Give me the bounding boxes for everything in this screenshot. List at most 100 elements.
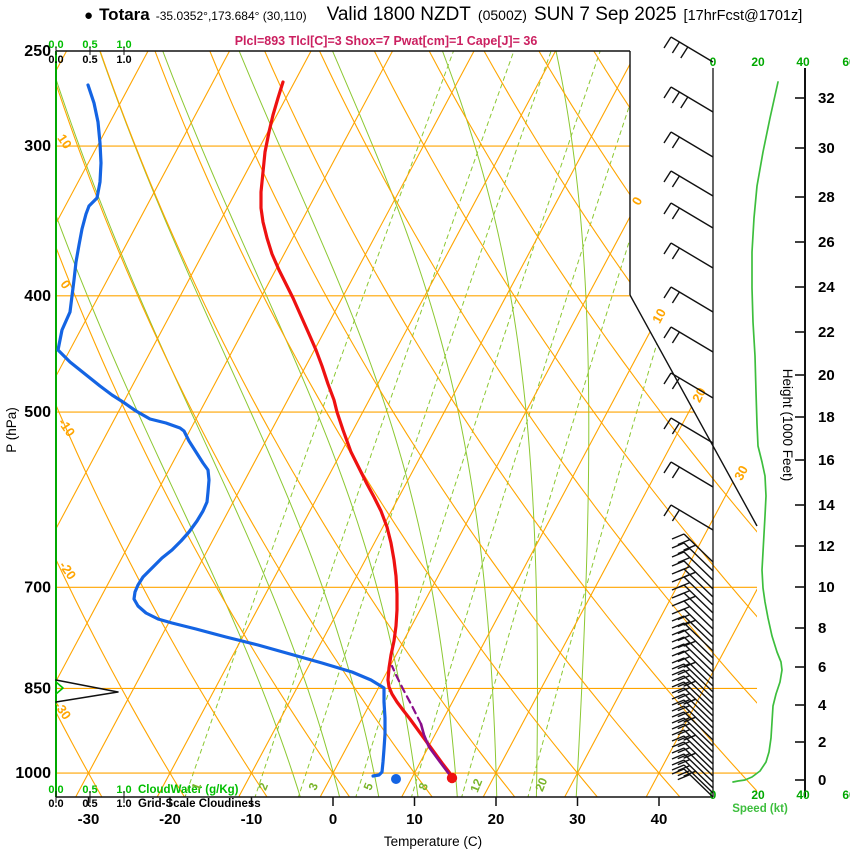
svg-text:0: 0 [818, 772, 826, 789]
svg-text:0.0: 0.0 [48, 784, 63, 796]
svg-text:6: 6 [818, 659, 826, 676]
forecast-run-info: [17hrFcst@1701z] [683, 8, 803, 24]
parcel-curve-solid [419, 722, 454, 780]
station-coordinates: -35.0352°,173.684° (30,110) [155, 9, 307, 23]
svg-text:10: 10 [54, 131, 75, 151]
svg-text:-20: -20 [159, 811, 181, 828]
svg-text:20: 20 [532, 775, 550, 793]
svg-text:1: 1 [189, 780, 205, 792]
station-bullet-icon: ● [84, 7, 94, 24]
svg-text:40: 40 [796, 788, 810, 802]
svg-text:-10: -10 [55, 415, 78, 439]
wind-speed-curve [732, 81, 783, 783]
svg-text:1.0: 1.0 [116, 39, 131, 51]
station-name: Totara [99, 5, 150, 24]
svg-text:1.0: 1.0 [116, 798, 131, 810]
svg-text:10: 10 [818, 579, 835, 596]
svg-text:60: 60 [842, 788, 850, 802]
svg-text:20: 20 [488, 811, 505, 828]
svg-text:700: 700 [24, 579, 51, 596]
svg-text:0.5: 0.5 [82, 39, 97, 51]
speed-axis: 00202040406060Speed (kt) [710, 55, 850, 815]
svg-text:0: 0 [710, 55, 717, 69]
svg-text:16: 16 [818, 452, 835, 469]
pressure-axis: 250 300 400 500 700 850 1000 P (hPa) [4, 43, 51, 782]
svg-text:4: 4 [818, 697, 827, 714]
svg-text:22: 22 [818, 324, 835, 341]
svg-text:20: 20 [751, 788, 765, 802]
svg-text:2: 2 [818, 734, 826, 751]
thermodynamic-grid [56, 51, 757, 797]
svg-text:20: 20 [818, 367, 835, 384]
svg-text:8: 8 [818, 620, 826, 637]
sounding-indices: Plcl=893 Tlcl[C]=3 Shox=7 Pwat[cm]=1 Cap… [234, 34, 538, 48]
svg-text:1.0: 1.0 [116, 784, 131, 796]
cloud-scales: 0.0 0.0 0.0 0.0 0.5 0.5 0.5 0.5 1.0 1.0 1.0 1.0 Clou… [48, 39, 260, 810]
svg-text:20: 20 [689, 385, 709, 405]
dewpoint-curve [56, 83, 387, 778]
svg-text:2: 2 [256, 780, 272, 792]
svg-text:400: 400 [24, 288, 51, 305]
svg-text:300: 300 [24, 138, 51, 155]
svg-text:P (hPa): P (hPa) [4, 407, 19, 453]
wind-barbs [663, 36, 714, 798]
title-bar: ● Totara -35.0352°,173.684° (30,110) Val… [84, 4, 802, 26]
utc-time: (0500Z) [477, 7, 527, 23]
svg-text:-30: -30 [78, 811, 100, 828]
svg-text:0: 0 [629, 194, 646, 207]
parcel-curve-dashed [390, 664, 423, 726]
svg-text:24: 24 [818, 279, 835, 296]
svg-text:0.5: 0.5 [82, 54, 97, 66]
svg-text:5: 5 [361, 780, 377, 792]
svg-text:0.5: 0.5 [82, 798, 97, 810]
svg-text:20: 20 [751, 55, 765, 69]
svg-text:0.5: 0.5 [82, 784, 97, 796]
svg-text:0.0: 0.0 [48, 39, 63, 51]
valid-time: Valid 1800 NZDT [326, 4, 471, 25]
svg-text:0.0: 0.0 [48, 54, 63, 66]
svg-text:10: 10 [649, 306, 669, 326]
svg-text:0: 0 [710, 788, 717, 802]
svg-text:12: 12 [818, 538, 835, 555]
surface-temperature-dot [446, 772, 458, 784]
svg-text:-30: -30 [51, 698, 74, 722]
svg-text:1.0: 1.0 [116, 54, 131, 66]
svg-text:12: 12 [467, 776, 485, 794]
svg-text:0: 0 [329, 811, 337, 828]
svg-text:850: 850 [24, 680, 51, 697]
svg-text:30: 30 [569, 811, 586, 828]
svg-text:10: 10 [406, 811, 423, 828]
plot-frame [55, 50, 806, 798]
surface-dewpoint-dot [391, 774, 401, 784]
temperature-axis: -30 -20 -10 0 10 20 30 40 Temperature (C) [78, 797, 667, 849]
svg-text:14: 14 [818, 497, 835, 514]
svg-text:28: 28 [818, 189, 835, 206]
svg-text:60: 60 [842, 55, 850, 69]
sounding-curves [56, 80, 783, 784]
svg-text:40: 40 [796, 55, 810, 69]
svg-text:18: 18 [818, 409, 835, 426]
svg-text:30: 30 [731, 463, 751, 483]
valid-date: SUN 7 Sep 2025 [533, 4, 677, 25]
svg-text:Height (1000 Feet): Height (1000 Feet) [780, 369, 795, 482]
svg-text:8: 8 [416, 780, 432, 792]
svg-text:500: 500 [24, 404, 51, 421]
svg-text:-10: -10 [241, 811, 263, 828]
svg-text:1000: 1000 [15, 765, 51, 782]
svg-text:Temperature (C): Temperature (C) [384, 834, 482, 849]
cloudiness-traces [55, 679, 119, 703]
svg-text:26: 26 [818, 234, 835, 251]
svg-text:Speed (kt): Speed (kt) [732, 803, 788, 815]
svg-text:250: 250 [24, 43, 51, 60]
svg-text:3: 3 [306, 780, 322, 792]
svg-text:-20: -20 [56, 558, 79, 582]
temperature-curve [259, 80, 454, 779]
svg-text:32: 32 [818, 90, 835, 107]
svg-text:CloudWater (g/Kg): CloudWater (g/Kg) [138, 784, 239, 796]
svg-text:30: 30 [818, 140, 835, 157]
svg-text:Grid-Scale Cloudiness: Grid-Scale Cloudiness [138, 798, 261, 810]
